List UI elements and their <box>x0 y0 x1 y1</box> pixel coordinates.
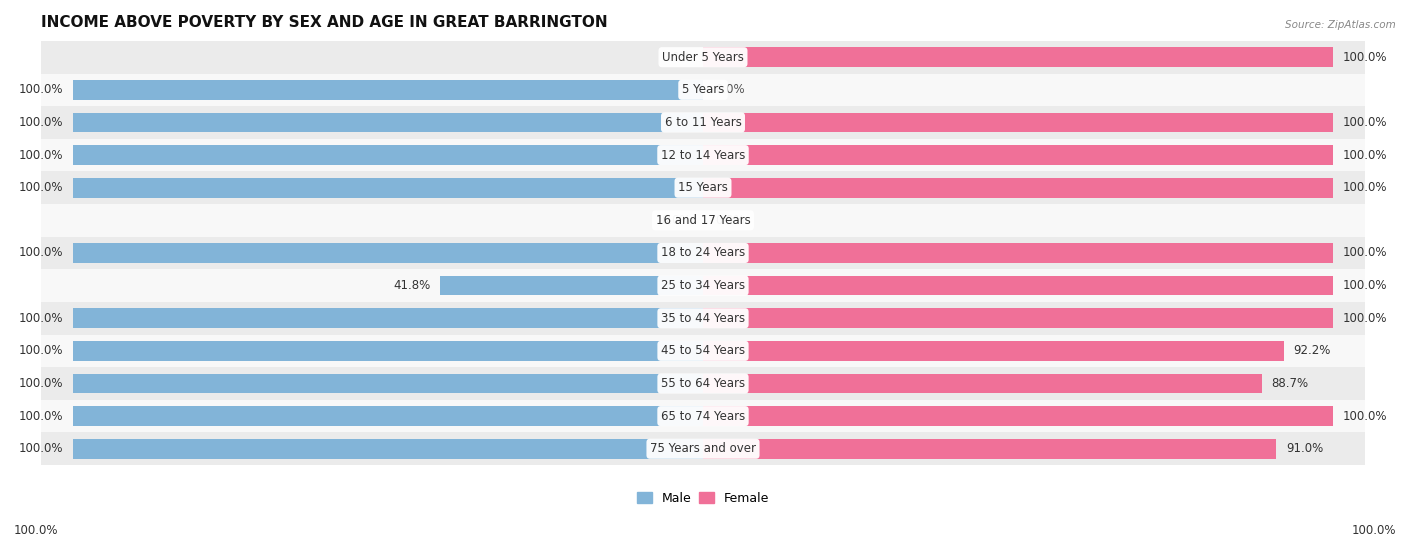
Text: 35 to 44 Years: 35 to 44 Years <box>661 312 745 325</box>
Bar <box>73 243 703 263</box>
Text: 100.0%: 100.0% <box>1351 524 1396 537</box>
Text: 0.0%: 0.0% <box>716 83 745 96</box>
Text: 5 Years: 5 Years <box>682 83 724 96</box>
Text: 100.0%: 100.0% <box>14 524 59 537</box>
Text: 100.0%: 100.0% <box>1343 247 1388 259</box>
Text: 100.0%: 100.0% <box>1343 279 1388 292</box>
Bar <box>73 439 703 458</box>
Bar <box>703 406 1333 426</box>
Text: 12 to 14 Years: 12 to 14 Years <box>661 149 745 162</box>
Text: 100.0%: 100.0% <box>18 377 63 390</box>
Bar <box>703 243 1333 263</box>
Bar <box>703 341 1284 361</box>
Bar <box>703 374 1263 394</box>
Text: 16 and 17 Years: 16 and 17 Years <box>655 214 751 227</box>
Text: Under 5 Years: Under 5 Years <box>662 51 744 64</box>
Bar <box>41 400 1365 433</box>
Text: 41.8%: 41.8% <box>392 279 430 292</box>
Bar <box>73 178 703 197</box>
Bar <box>73 374 703 394</box>
Text: 100.0%: 100.0% <box>18 410 63 423</box>
Text: 100.0%: 100.0% <box>1343 149 1388 162</box>
Text: 15 Years: 15 Years <box>678 181 728 194</box>
Text: 0.0%: 0.0% <box>661 214 690 227</box>
Bar <box>41 204 1365 236</box>
Text: 0.0%: 0.0% <box>661 51 690 64</box>
Bar <box>73 145 703 165</box>
Text: 100.0%: 100.0% <box>1343 410 1388 423</box>
Bar <box>41 139 1365 172</box>
Text: 100.0%: 100.0% <box>18 83 63 96</box>
Bar <box>703 439 1277 458</box>
Bar <box>703 145 1333 165</box>
Text: 75 Years and over: 75 Years and over <box>650 442 756 455</box>
Text: 100.0%: 100.0% <box>18 442 63 455</box>
Bar <box>41 433 1365 465</box>
Text: Source: ZipAtlas.com: Source: ZipAtlas.com <box>1285 20 1396 30</box>
Bar <box>41 106 1365 139</box>
Bar <box>703 48 1333 67</box>
Text: 91.0%: 91.0% <box>1286 442 1323 455</box>
Bar <box>41 172 1365 204</box>
Text: 100.0%: 100.0% <box>18 344 63 357</box>
Bar <box>41 236 1365 269</box>
Text: 100.0%: 100.0% <box>1343 312 1388 325</box>
Bar <box>41 302 1365 334</box>
Bar <box>41 334 1365 367</box>
Bar <box>703 178 1333 197</box>
Text: 100.0%: 100.0% <box>18 312 63 325</box>
Bar <box>703 276 1333 295</box>
Text: 65 to 74 Years: 65 to 74 Years <box>661 410 745 423</box>
Bar <box>73 309 703 328</box>
Legend: Male, Female: Male, Female <box>631 487 775 510</box>
Text: 25 to 34 Years: 25 to 34 Years <box>661 279 745 292</box>
Text: 45 to 54 Years: 45 to 54 Years <box>661 344 745 357</box>
Text: 100.0%: 100.0% <box>18 181 63 194</box>
Text: 100.0%: 100.0% <box>1343 51 1388 64</box>
Text: 18 to 24 Years: 18 to 24 Years <box>661 247 745 259</box>
Bar <box>703 309 1333 328</box>
Text: 100.0%: 100.0% <box>18 116 63 129</box>
Text: 88.7%: 88.7% <box>1271 377 1309 390</box>
Bar <box>73 341 703 361</box>
Bar <box>41 367 1365 400</box>
Bar <box>73 80 703 100</box>
Text: 92.2%: 92.2% <box>1294 344 1331 357</box>
Text: 0.0%: 0.0% <box>716 214 745 227</box>
Text: 100.0%: 100.0% <box>1343 116 1388 129</box>
Text: 6 to 11 Years: 6 to 11 Years <box>665 116 741 129</box>
Bar <box>73 113 703 132</box>
Bar <box>440 276 703 295</box>
Text: INCOME ABOVE POVERTY BY SEX AND AGE IN GREAT BARRINGTON: INCOME ABOVE POVERTY BY SEX AND AGE IN G… <box>41 15 607 30</box>
Text: 55 to 64 Years: 55 to 64 Years <box>661 377 745 390</box>
Bar <box>73 406 703 426</box>
Bar <box>703 113 1333 132</box>
Text: 100.0%: 100.0% <box>18 247 63 259</box>
Bar <box>41 41 1365 74</box>
Text: 100.0%: 100.0% <box>18 149 63 162</box>
Text: 100.0%: 100.0% <box>1343 181 1388 194</box>
Bar <box>41 269 1365 302</box>
Bar <box>41 74 1365 106</box>
